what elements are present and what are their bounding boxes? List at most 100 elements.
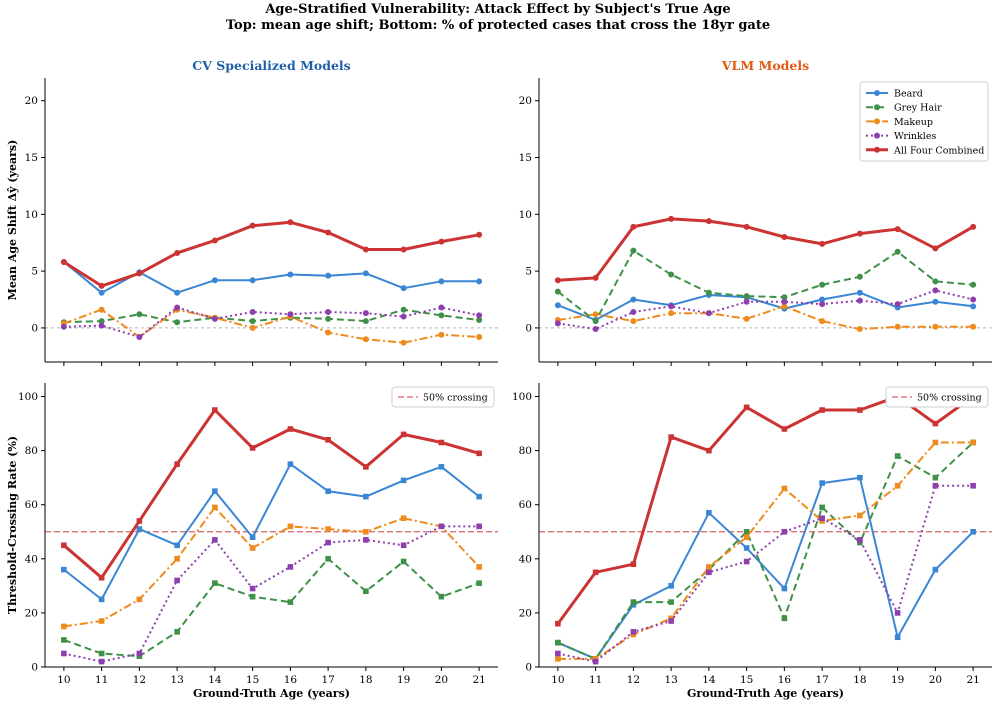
legend-marker [874,104,880,111]
data-point [630,318,637,325]
data-point [476,450,482,457]
data-point [630,296,637,303]
data-point [592,658,599,665]
data-point [856,230,863,237]
panel-top-left: 0 5 10 15 20 CV Specialized Models Mean Age Sh… [6,58,498,366]
data-point [781,294,788,301]
series-line-wrinkles [63,306,480,338]
data-point [743,223,750,230]
data-point [211,237,218,244]
data-point [249,445,256,451]
data-point [668,215,675,222]
data-point [438,278,445,285]
data-point [400,285,407,292]
y-tick-label: 5 [525,266,532,278]
data-point [363,464,369,470]
data-point [743,528,750,535]
data-point [819,240,826,247]
panel-title: CV Specialized Models [192,58,350,73]
data-point [211,315,218,322]
data-point [363,493,369,500]
data-point [98,306,105,313]
figure-title-line2: Top: mean age shift; Bottom: % of protec… [226,18,770,33]
data-point [249,309,256,316]
data-point [781,485,788,492]
series-line-makeup [63,506,480,628]
data-point [476,278,483,285]
data-point [174,319,181,326]
legend-label: All Four Combined [893,145,984,156]
data-point [362,246,369,253]
y-tick-label: 10 [25,209,38,221]
data-point [743,534,750,540]
x-tick-label: 21 [966,674,979,686]
data-point [249,593,256,600]
data-point [287,461,294,467]
data-point [212,488,218,494]
data-point [98,658,105,665]
data-point [894,610,901,616]
series-line-makeup [557,441,974,660]
series-legend: Beard Grey Hair Makeup Wrinkles All Four Com… [859,81,989,162]
y-tick-label: 60 [519,499,532,511]
panel-top-right: 0 5 10 15 20 VLM Models Beard Grey Hair Makeup Wr… [519,58,992,366]
series-line-beard [63,463,480,601]
data-point [781,234,788,241]
data-point [857,512,863,519]
data-point [61,566,67,573]
data-point [212,407,218,413]
data-point [592,311,599,318]
data-point [857,537,863,543]
data-point [476,312,483,319]
x-tick-label: 16 [284,674,298,686]
x-axis-label: Ground-Truth Age (years) [193,687,350,700]
data-point [668,434,674,440]
data-point [61,650,67,657]
data-point [668,599,674,605]
data-point [136,650,143,657]
data-point [98,618,105,624]
data-point [325,437,331,443]
data-point [819,515,825,522]
legend-marker [874,146,880,153]
x-tick-label: 18 [853,674,866,686]
data-point [932,278,939,285]
data-point [98,282,105,289]
series-line-grey-hair [557,249,974,323]
y-tick-label: 40 [25,553,38,565]
data-point [136,596,143,603]
data-point [894,323,901,330]
data-point [630,223,637,230]
data-point [706,564,712,570]
data-point [136,311,143,318]
legend-label: 50% crossing [917,393,982,404]
y-tick-label: 40 [519,553,532,565]
data-point [592,569,599,576]
data-point [856,289,863,296]
data-point [932,420,939,427]
data-point [249,585,256,592]
data-point [438,331,445,338]
y-tick-label: 15 [25,152,38,164]
data-point [98,289,105,296]
data-point [630,309,637,316]
data-point [706,569,712,576]
data-point [400,515,407,522]
data-point [98,318,105,325]
y-tick-label: 20 [519,95,532,107]
y-tick-label: 0 [31,662,38,674]
data-point [438,523,445,530]
data-point [438,238,445,245]
x-tick-label: 11 [589,674,602,686]
data-point [932,482,939,489]
data-point [174,249,181,256]
y-tick-label: 80 [519,445,532,457]
x-tick-label: 16 [778,674,792,686]
data-point [174,629,180,635]
data-point [857,407,863,413]
data-point [856,273,863,280]
series-line-grey-hair [63,308,480,324]
data-point [476,523,482,530]
data-point [592,326,599,333]
data-point [932,298,939,305]
